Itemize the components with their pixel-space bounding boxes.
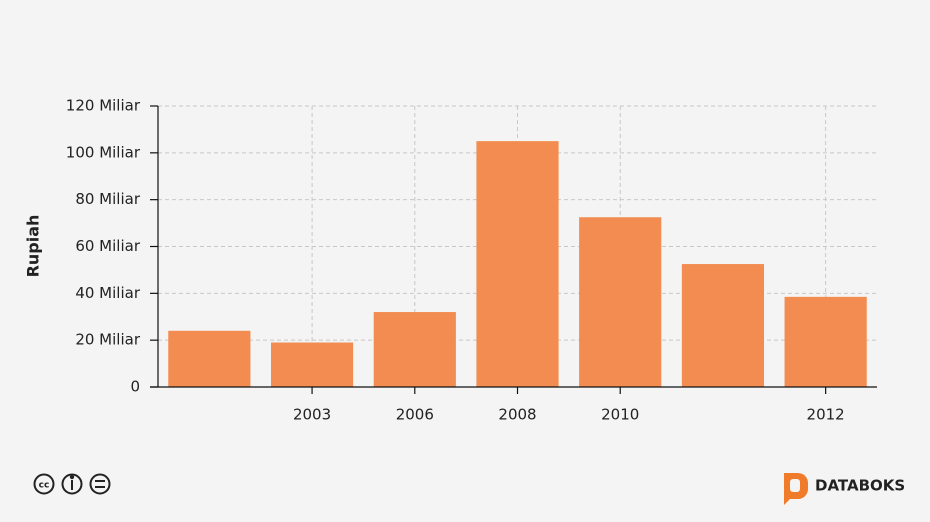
svg-text:cc: cc <box>39 481 50 491</box>
y-tick-label: 80 Miliar <box>75 190 140 208</box>
license-icons: cc <box>33 473 111 495</box>
y-axis-label: Rupiah <box>24 215 43 278</box>
y-tick-label: 60 Miliar <box>75 237 140 255</box>
x-tick-label: 2003 <box>293 406 331 424</box>
x-tick-label: 2006 <box>396 406 434 424</box>
y-tick-label: 0 <box>130 378 140 396</box>
bar <box>373 312 456 387</box>
bar <box>168 330 251 387</box>
bar <box>476 141 559 387</box>
bar <box>270 342 354 387</box>
x-tick-label: 2010 <box>601 406 639 424</box>
x-tick-label: 2008 <box>498 406 536 424</box>
x-tick-label: 2012 <box>807 406 845 424</box>
brand-name: DATABOKS <box>815 477 905 495</box>
bar <box>784 296 867 387</box>
y-tick-label: 40 Miliar <box>75 284 140 302</box>
bar <box>681 264 765 387</box>
y-tick-label: 100 Miliar <box>66 143 141 161</box>
y-tick-label: 20 Miliar <box>75 331 140 349</box>
bar <box>579 217 662 387</box>
y-tick-label: 120 Miliar <box>66 97 141 115</box>
brand-logo <box>784 473 808 505</box>
